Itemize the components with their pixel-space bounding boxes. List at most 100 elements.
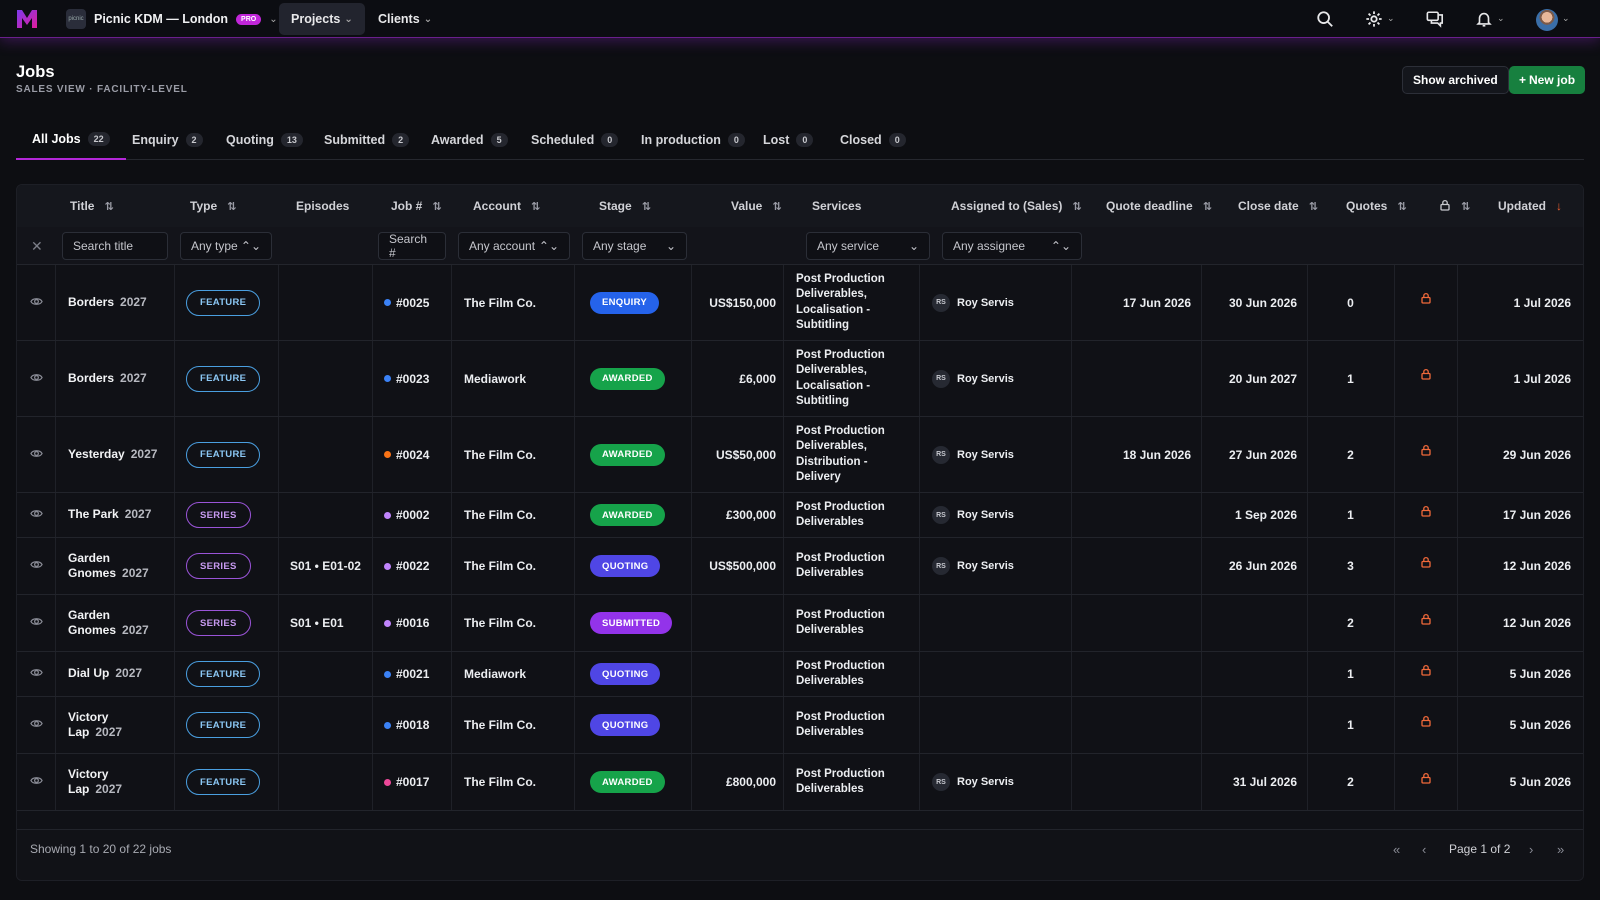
next-page-button[interactable]: ›: [1529, 841, 1534, 857]
tab-quoting[interactable]: Quoting 13: [210, 120, 319, 160]
column-type[interactable]: Type ⇅: [190, 185, 236, 227]
job-number-link[interactable]: #0022: [396, 559, 430, 573]
column-updated[interactable]: Updated ↓: [1498, 185, 1562, 227]
tab-in-production[interactable]: In production 0: [625, 120, 761, 160]
column-quotes[interactable]: Quotes ⇅: [1346, 185, 1407, 227]
stage-badge[interactable]: QUOTING: [590, 714, 661, 736]
eye-icon[interactable]: [29, 507, 43, 523]
job-title[interactable]: Garden Gnomes 2027: [68, 608, 149, 639]
job-number-link[interactable]: #0018: [396, 718, 430, 732]
job-number-link[interactable]: #0021: [396, 667, 430, 681]
eye-icon[interactable]: [29, 447, 43, 463]
column-lock[interactable]: ⇅: [1439, 185, 1470, 227]
table-row[interactable]: The Park 2027 SERIES #0002 The Film Co. AWARD…: [17, 493, 1583, 538]
type-filter-select[interactable]: Any type ⌃⌄: [180, 232, 272, 260]
column-account[interactable]: Account ⇅: [473, 185, 540, 227]
job-title[interactable]: Victory Lap 2027: [68, 767, 122, 798]
job-number-link[interactable]: #0024: [396, 447, 430, 462]
stage-badge[interactable]: AWARDED: [590, 443, 665, 466]
column-quote-deadline[interactable]: Quote deadline ⇅: [1106, 185, 1212, 227]
service-filter-select[interactable]: Any service ⌄: [806, 232, 930, 260]
clear-filters-icon[interactable]: ✕: [31, 238, 43, 254]
gear-icon[interactable]: [1364, 9, 1384, 29]
sort-icon[interactable]: ⇅: [432, 200, 441, 213]
chat-icon[interactable]: [1425, 9, 1445, 29]
first-page-button[interactable]: «: [1393, 841, 1401, 857]
column-value[interactable]: Value ⇅: [731, 185, 782, 227]
job-title[interactable]: Garden Gnomes 2027: [68, 551, 149, 582]
eye-icon[interactable]: [29, 295, 43, 311]
tab-all-jobs[interactable]: All Jobs 22: [16, 120, 126, 160]
sort-icon[interactable]: ⇅: [1397, 200, 1406, 213]
new-job-button[interactable]: + New job: [1509, 66, 1586, 94]
table-row[interactable]: Yesterday 2027 FEATURE #0024 The Film Co. AWA…: [17, 417, 1583, 493]
table-row[interactable]: Victory Lap 2027 FEATURE #0018 The Film Co. QU…: [17, 697, 1583, 754]
job-title[interactable]: Dial Up 2027: [68, 666, 142, 682]
show-archived-button[interactable]: Show archived: [1402, 66, 1509, 94]
assignee-filter-select[interactable]: Any assignee ⌃⌄: [942, 232, 1082, 260]
stage-badge[interactable]: AWARDED: [590, 367, 665, 390]
stage-badge[interactable]: SUBMITTED: [590, 612, 673, 634]
sort-icon[interactable]: ⇅: [641, 200, 651, 213]
job-search-input[interactable]: Search #: [378, 232, 446, 260]
tab-closed[interactable]: Closed 0: [824, 120, 922, 160]
stage-filter-select[interactable]: Any stage ⌄: [582, 232, 687, 260]
user-avatar[interactable]: [1536, 9, 1558, 31]
job-number-link[interactable]: #0002: [396, 508, 430, 522]
job-number-link[interactable]: #0017: [396, 775, 430, 789]
app-logo-icon[interactable]: [16, 9, 38, 29]
table-row[interactable]: Borders 2027 FEATURE #0023 Mediawork AWARDED £…: [17, 341, 1583, 417]
table-row[interactable]: Garden Gnomes 2027 SERIES S01 • E01 #0016 The …: [17, 595, 1583, 652]
eye-icon[interactable]: [29, 717, 43, 733]
sort-icon[interactable]: ⇅: [104, 200, 113, 213]
sort-icon[interactable]: ⇅: [531, 200, 540, 213]
lock-icon[interactable]: [1420, 664, 1432, 679]
prev-page-button[interactable]: ‹: [1422, 841, 1427, 857]
table-row[interactable]: Dial Up 2027 FEATURE #0021 Mediawork QUOTING P…: [17, 652, 1583, 697]
tab-scheduled[interactable]: Scheduled 0: [515, 120, 634, 160]
tab-lost[interactable]: Lost 0: [747, 120, 829, 160]
column-title[interactable]: Title ⇅: [70, 185, 114, 227]
stage-badge[interactable]: ENQUIRY: [590, 291, 660, 314]
tab-enquiry[interactable]: Enquiry 2: [116, 120, 219, 160]
stage-badge[interactable]: QUOTING: [590, 555, 661, 577]
tab-submitted[interactable]: Submitted 2: [308, 120, 425, 160]
job-title[interactable]: The Park 2027: [68, 507, 151, 523]
lock-icon[interactable]: [1420, 505, 1432, 520]
lock-icon[interactable]: [1420, 556, 1432, 571]
lock-icon[interactable]: [1420, 292, 1432, 307]
job-title[interactable]: Yesterday 2027: [68, 447, 157, 463]
sort-icon[interactable]: ⇅: [1202, 200, 1212, 213]
sort-icon[interactable]: ⇅: [1308, 200, 1318, 213]
job-title[interactable]: Borders 2027: [68, 295, 147, 311]
nav-clients[interactable]: Clients ⌄: [366, 3, 444, 35]
table-row[interactable]: Victory Lap 2027 FEATURE #0017 The Film Co. AW…: [17, 754, 1583, 811]
nav-projects[interactable]: Projects ⌄: [279, 3, 365, 35]
column-close-date[interactable]: Close date ⇅: [1238, 185, 1318, 227]
lock-icon[interactable]: [1420, 368, 1432, 383]
sort-icon[interactable]: ⇅: [1461, 200, 1470, 213]
organization-switcher[interactable]: picnic Picnic KDM — London PRO ⌄: [66, 7, 278, 31]
account-filter-select[interactable]: Any account ⌃⌄: [458, 232, 570, 260]
table-row[interactable]: Garden Gnomes 2027 SERIES S01 • E01-02 #0022 T…: [17, 538, 1583, 595]
lock-icon[interactable]: [1420, 715, 1432, 730]
stage-badge[interactable]: AWARDED: [590, 504, 665, 526]
eye-icon[interactable]: [29, 558, 43, 574]
job-number-link[interactable]: #0025: [396, 295, 430, 310]
column-assigned[interactable]: Assigned to (Sales) ⇅: [951, 185, 1082, 227]
job-number-link[interactable]: #0016: [396, 616, 430, 630]
search-icon[interactable]: [1315, 9, 1335, 29]
lock-icon[interactable]: [1420, 444, 1432, 459]
eye-icon[interactable]: [29, 666, 43, 682]
job-title[interactable]: Victory Lap 2027: [68, 710, 122, 741]
title-search-input[interactable]: Search title: [62, 232, 168, 260]
eye-icon[interactable]: [29, 774, 43, 790]
stage-badge[interactable]: AWARDED: [590, 771, 665, 793]
last-page-button[interactable]: »: [1557, 841, 1565, 857]
sort-icon[interactable]: ⇅: [1072, 200, 1081, 213]
sort-icon[interactable]: ⇅: [772, 200, 781, 213]
column-job-number[interactable]: Job # ⇅: [391, 185, 442, 227]
tab-awarded[interactable]: Awarded 5: [415, 120, 524, 160]
job-title[interactable]: Borders 2027: [68, 371, 147, 387]
arrow-down-icon[interactable]: ↓: [1556, 199, 1562, 213]
